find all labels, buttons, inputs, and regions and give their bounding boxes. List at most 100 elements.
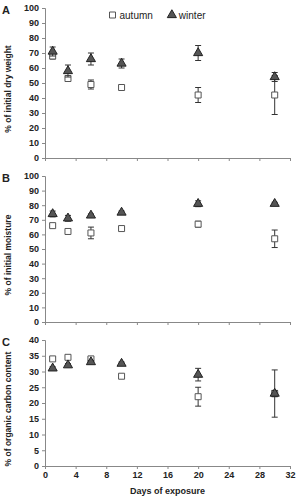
error-bar	[195, 88, 201, 103]
x-tick	[229, 322, 230, 325]
y-axis-line	[42, 341, 46, 467]
y-tick: 25	[29, 383, 45, 393]
x-tick-mark	[229, 158, 230, 161]
point	[86, 210, 95, 218]
y-axis: 0102030405060708090100	[24, 171, 46, 327]
error-bar-cap	[88, 89, 94, 90]
series	[50, 221, 278, 247]
x-tick: 24	[224, 466, 234, 480]
x-tick	[137, 322, 138, 325]
point	[119, 85, 125, 91]
point	[117, 207, 126, 215]
y-tick-label: 50	[29, 78, 39, 88]
x-tick	[106, 158, 107, 161]
y-tick: 5	[34, 446, 45, 456]
series	[48, 357, 279, 397]
y-tick-mark	[42, 128, 45, 129]
y-tick-mark	[42, 205, 45, 206]
y-tick-label: 80	[29, 201, 39, 211]
y-tick: 80	[29, 33, 45, 43]
x-tick-label: 20	[194, 470, 204, 480]
y-tick-mark	[42, 387, 45, 388]
x-tick-mark	[290, 158, 291, 161]
point	[272, 236, 278, 242]
y-tick-label: 35	[29, 351, 39, 361]
point	[195, 92, 201, 98]
error-bar-cap	[195, 45, 201, 46]
x-tick	[198, 158, 199, 161]
x-tick: 28	[255, 466, 265, 480]
y-axis-title: % of initial dry weight	[3, 45, 13, 133]
y-tick: 30	[29, 108, 45, 118]
x-tick: 0	[43, 466, 48, 480]
y-tick-mark	[42, 68, 45, 69]
error-bar-cap	[195, 87, 201, 88]
y-tick-label: 20	[29, 288, 39, 298]
y-tick: 10	[29, 430, 45, 440]
y-tick-mark	[42, 23, 45, 24]
x-tick-mark	[76, 158, 77, 161]
y-tick: 20	[29, 288, 45, 298]
point	[195, 221, 201, 227]
point	[270, 198, 279, 206]
x-tick	[168, 322, 169, 325]
y-tick-mark	[42, 143, 45, 144]
y-tick-label: 70	[29, 215, 39, 225]
y-tick-label: 80	[29, 33, 39, 43]
x-tick: 4	[74, 466, 79, 480]
y-tick: 40	[29, 259, 45, 269]
panel: 0102030405060708090100B% of initial mois…	[2, 171, 291, 327]
point	[117, 358, 126, 366]
x-tick-mark	[290, 322, 291, 325]
error-bar-cap	[195, 60, 201, 61]
point	[117, 58, 126, 66]
y-tick-mark	[42, 450, 45, 451]
y-tick-mark	[42, 307, 45, 308]
error-bar	[272, 76, 278, 115]
x-tick-mark	[259, 322, 260, 325]
y-tick-label: 5	[34, 446, 39, 456]
y-tick-mark	[42, 158, 45, 159]
y-tick-label: 10	[29, 138, 39, 148]
x-tick-mark	[290, 466, 291, 469]
point	[88, 82, 94, 88]
y-tick-mark	[42, 220, 45, 221]
y-tick: 60	[29, 63, 45, 73]
point	[270, 72, 279, 80]
point	[63, 66, 72, 74]
y-tick-mark	[42, 83, 45, 84]
error-bar-cap	[88, 238, 94, 239]
y-tick-mark	[42, 38, 45, 39]
y-tick-mark	[42, 419, 45, 420]
y-tick-label: 60	[29, 230, 39, 240]
error-bar	[88, 227, 94, 239]
error-bar-cap	[272, 230, 278, 231]
x-tick-mark	[76, 466, 77, 469]
x-tick-label: 16	[163, 470, 173, 480]
x-tick-mark	[198, 466, 199, 469]
error-bar-cap	[195, 102, 201, 103]
y-tick: 15	[29, 414, 45, 424]
y-tick-label: 0	[34, 153, 39, 163]
y-tick: 40	[29, 335, 45, 345]
x-tick-label: 24	[224, 470, 234, 480]
y-tick-mark	[42, 356, 45, 357]
y-tick-mark	[42, 372, 45, 373]
error-bar-cap	[272, 417, 278, 418]
x-tick: 16	[163, 466, 173, 480]
y-tick-mark	[42, 8, 45, 9]
error-bar-cap	[272, 81, 278, 82]
x-tick-mark	[76, 322, 77, 325]
y-tick-mark	[42, 264, 45, 265]
panel: 0481216202428320510152025303540C% of org…	[2, 335, 296, 496]
x-tick-mark	[198, 322, 199, 325]
x-tick-mark	[259, 466, 260, 469]
x-tick-mark	[137, 322, 138, 325]
x-axis-line	[46, 159, 291, 162]
x-tick-label: 28	[255, 470, 265, 480]
point	[86, 54, 95, 62]
x-tick: 20	[194, 466, 204, 480]
y-tick-label: 30	[29, 367, 39, 377]
error-bar	[88, 80, 94, 89]
y-tick-label: 40	[29, 93, 39, 103]
